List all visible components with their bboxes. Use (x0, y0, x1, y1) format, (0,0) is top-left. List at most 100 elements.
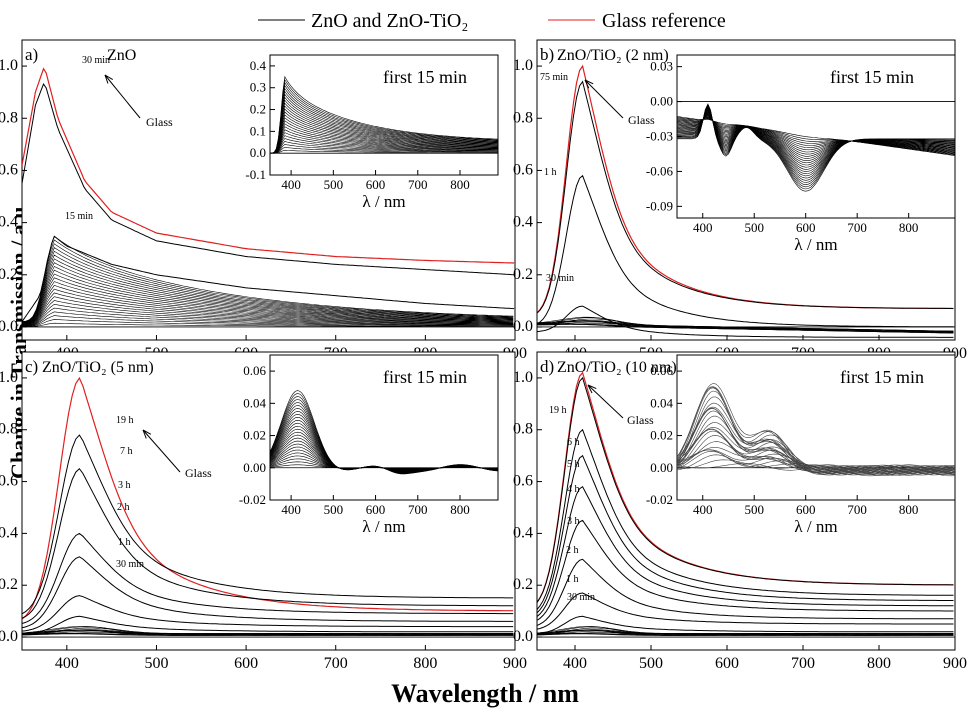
y-tick-label: 0.1 (250, 123, 266, 138)
series-line-early (22, 239, 514, 323)
panel-b: 4005006007008009000.00.20.40.60.81.0b)Zn… (513, 39, 967, 362)
inset-series-line (677, 108, 955, 172)
series-line (537, 376, 954, 603)
x-tick-label: 500 (744, 220, 764, 235)
inset-series-line (270, 108, 498, 154)
series-line (22, 67, 515, 264)
x-tick-label: 900 (503, 655, 527, 672)
series-line-early (22, 269, 514, 324)
inset-series-line (677, 114, 955, 155)
inset-series-line (677, 104, 955, 188)
inset-series-line (270, 114, 498, 154)
x-tick-label: 800 (450, 502, 470, 517)
inset-title: first 15 min (383, 67, 467, 87)
series-line-early (22, 322, 514, 327)
inset-series-line (677, 110, 955, 168)
inset-title: first 15 min (383, 367, 467, 387)
inset-series-line (270, 78, 498, 154)
curves (22, 67, 515, 327)
y-tick-label: 0.6 (0, 161, 18, 178)
series-line-early (22, 243, 514, 323)
inset-frame (269, 54, 499, 176)
y-tick-label: 0.8 (0, 109, 18, 126)
glass-arrow (587, 384, 624, 419)
series-line (22, 235, 515, 322)
x-tick-label: 800 (867, 655, 891, 672)
inset-series-line (270, 75, 498, 154)
y-tick-label: 0.2 (0, 576, 18, 593)
y-tick-label: 0.2 (0, 266, 18, 283)
series-line-early (22, 300, 514, 326)
x-tick-label: 600 (366, 177, 386, 192)
x-tick-label: 800 (413, 655, 437, 672)
inset-series-line (677, 103, 955, 192)
panel-d: 400 500 600 700 800 900 0.0 0.2 0.4 0.6 0.8 1.0 d) Zn… (513, 351, 967, 672)
curves (537, 64, 954, 338)
y-tick-label: 0.2 (513, 266, 533, 283)
y-tick-label: -0.03 (646, 129, 673, 144)
y-tick-label: 0.02 (650, 428, 673, 443)
inset-series-line (270, 149, 498, 154)
y-tick-label: 0.8 (513, 421, 533, 438)
arrow-head (142, 429, 152, 439)
series-line-early (22, 296, 514, 326)
inset-series-line (270, 99, 498, 154)
series-line (537, 485, 954, 617)
annotation-label: 19 h (116, 415, 134, 426)
inset-series-line (270, 117, 498, 154)
x-tick-label: 500 (744, 502, 764, 517)
annotation-label: 30 min (567, 592, 595, 603)
inset: 400 500 600 700 800 -0.1 0.0 0.1 0.2 0.3 0.4 first … (245, 54, 499, 211)
y-tick-label: 0.3 (250, 80, 266, 95)
x-tick-label: 500 (144, 655, 168, 672)
inset-series-line (677, 402, 955, 475)
inset-series-line (677, 107, 955, 179)
inset-series-line (270, 96, 498, 154)
inset-series-line (270, 87, 498, 154)
inset-curves (677, 103, 955, 192)
inset-series-line (677, 383, 955, 477)
x-tick-label: 400 (281, 177, 301, 192)
x-tick-label: 700 (847, 502, 867, 517)
x-tick-label: 700 (324, 655, 348, 672)
y-tick-label: 0.4 (0, 214, 18, 231)
y-tick-label: 1.0 (0, 57, 18, 74)
inset-series-line (270, 129, 498, 154)
series-line (537, 454, 954, 614)
inset-series-line (270, 390, 498, 475)
series-line (22, 434, 514, 615)
y-tick-label: 0.00 (243, 460, 266, 475)
annotation-label: 2 h (117, 502, 130, 513)
x-tick-label: 800 (899, 220, 919, 235)
inset-series-line (677, 116, 955, 156)
y-tick-label: 0.0 (0, 628, 18, 645)
series-line (537, 558, 954, 626)
y-tick-label: -0.1 (245, 167, 266, 182)
legend-label-glass: Glass reference (602, 10, 726, 32)
glass-arrow (142, 429, 181, 473)
series-line-early (22, 303, 514, 326)
series-line (22, 556, 514, 629)
series-line-early (537, 626, 954, 636)
series-line (537, 615, 954, 635)
annotation-label: 30 min (546, 273, 574, 284)
curves (537, 371, 954, 636)
inset-series-line (270, 123, 498, 154)
y-tick-label: 0.6 (0, 473, 18, 490)
series-line-early (22, 626, 514, 636)
inset: 400 500 600 700 800 -0.09 -0.06 -0.03 0.00 0.03 fi… (646, 54, 956, 254)
x-tick-label: 700 (847, 220, 867, 235)
inset-xlabel: λ / nm (362, 517, 405, 536)
inset-xlabel: λ / nm (794, 235, 837, 254)
inset-series-line (270, 81, 498, 154)
inset-series-line (270, 132, 498, 154)
series-line-early (22, 277, 514, 325)
inset-curves (270, 390, 498, 475)
series-line (537, 428, 954, 610)
y-tick-label: 0.6 (513, 161, 533, 178)
series-line-early (22, 266, 514, 324)
series-line-early (22, 307, 514, 327)
glass-arrow (104, 74, 141, 119)
inset-series-line (677, 117, 955, 156)
inset-series-line (677, 386, 955, 476)
